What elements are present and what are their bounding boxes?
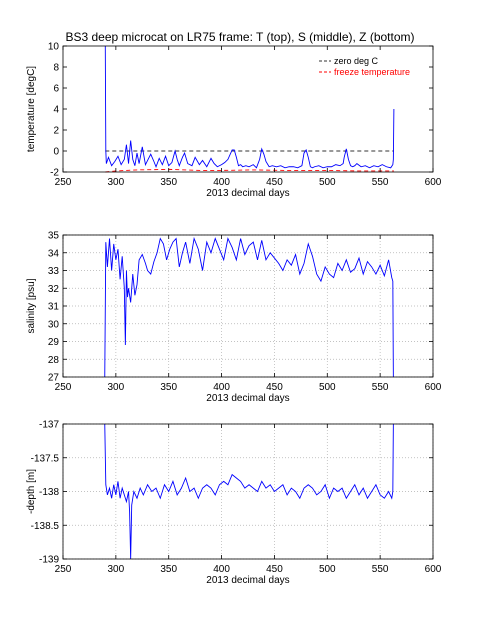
- panel-2-x-axis-label: 2013 decimal days: [206, 393, 289, 404]
- panel-3-y-tick-label: -138: [39, 487, 59, 498]
- panel-3-x-tick-label: 300: [108, 564, 125, 575]
- panel-2-x-tick-label: 350: [160, 382, 177, 393]
- panel-2-series-data: [104, 236, 394, 378]
- panel-2-y-tick-label: 35: [48, 231, 60, 242]
- panel-1-x-tick-label: 450: [266, 177, 283, 188]
- panel-3-series-data: [104, 423, 394, 560]
- panel-1-y-tick-label: -2: [50, 168, 59, 179]
- figure-title: BS3 deep microcat on LR75 frame: T (top)…: [65, 30, 415, 44]
- panel-2-y-tick-label: 33: [48, 266, 60, 277]
- panel-1-legend-label: freeze temperature: [334, 67, 410, 77]
- panel-2-y-tick-label: 27: [48, 373, 60, 384]
- panel-1-y-tick-label: 6: [53, 84, 59, 95]
- panel-3-y-tick-label: -139: [39, 555, 59, 566]
- panel-1-y-tick-label: 0: [53, 147, 59, 158]
- panel-3-x-tick-label: 250: [55, 564, 72, 575]
- panel-1-x-tick-label: 500: [319, 177, 336, 188]
- panel-2-x-tick-label: 300: [108, 382, 125, 393]
- panel-3-y-tick-label: -137: [39, 420, 59, 431]
- panel-2-x-tick-label: 250: [55, 382, 72, 393]
- panel-2-y-tick-label: 31: [48, 302, 60, 313]
- panel-2-x-tick-label: 450: [266, 382, 283, 393]
- panel-1-y-tick-label: 4: [53, 105, 59, 116]
- panel-3-x-tick-label: 500: [319, 564, 336, 575]
- panel-1-x-axis-label: 2013 decimal days: [206, 188, 289, 199]
- panel-1-series-freeze-temperature: [105, 168, 394, 173]
- panel-2-y-tick-label: 28: [48, 355, 60, 366]
- panel-3-plot-area: [63, 424, 433, 559]
- panel-2-y-tick-label: 30: [48, 319, 60, 330]
- panel-2-y-tick-label: 34: [48, 248, 60, 259]
- panel-1-y-tick-label: 8: [53, 63, 59, 74]
- panel-2-y-tick-label: 32: [48, 284, 60, 295]
- panel-1-x-tick-label: 300: [108, 177, 125, 188]
- panel-3-y-axis-label: -depth [m]: [26, 469, 37, 514]
- panel-2-x-tick-label: 500: [319, 382, 336, 393]
- panel-1-y-tick-label: 10: [48, 42, 60, 53]
- panel-3-x-tick-label: 400: [213, 564, 230, 575]
- panel-2-x-tick-label: 550: [372, 382, 389, 393]
- panel-2-y-tick-label: 29: [48, 337, 60, 348]
- panel-3-x-tick-label: 600: [425, 564, 442, 575]
- panel-1-x-tick-label: 250: [55, 177, 72, 188]
- panel-2-x-tick-label: 400: [213, 382, 230, 393]
- panel-3-y-tick-label: -138.5: [31, 521, 60, 532]
- panel-1-series-data: [104, 45, 395, 169]
- panel-2-y-axis-label: salinity [psu]: [26, 278, 37, 333]
- panel-1-y-axis-label: temperature [degC]: [26, 66, 37, 152]
- panel-1-x-tick-label: 550: [372, 177, 389, 188]
- panel-2-x-tick-label: 600: [425, 382, 442, 393]
- panel-3-x-tick-label: 350: [160, 564, 177, 575]
- panel-3-x-tick-label: 450: [266, 564, 283, 575]
- panel-3-x-axis-label: 2013 decimal days: [206, 575, 289, 586]
- panel-3-y-tick-label: -137.5: [31, 453, 60, 464]
- panel-1-x-tick-label: 350: [160, 177, 177, 188]
- panel-1-y-tick-label: 2: [53, 126, 59, 137]
- panel-1-x-tick-label: 600: [425, 177, 442, 188]
- panel-3-x-tick-label: 550: [372, 564, 389, 575]
- panel-1-legend-label: zero deg C: [334, 56, 379, 66]
- panel-1-x-tick-label: 400: [213, 177, 230, 188]
